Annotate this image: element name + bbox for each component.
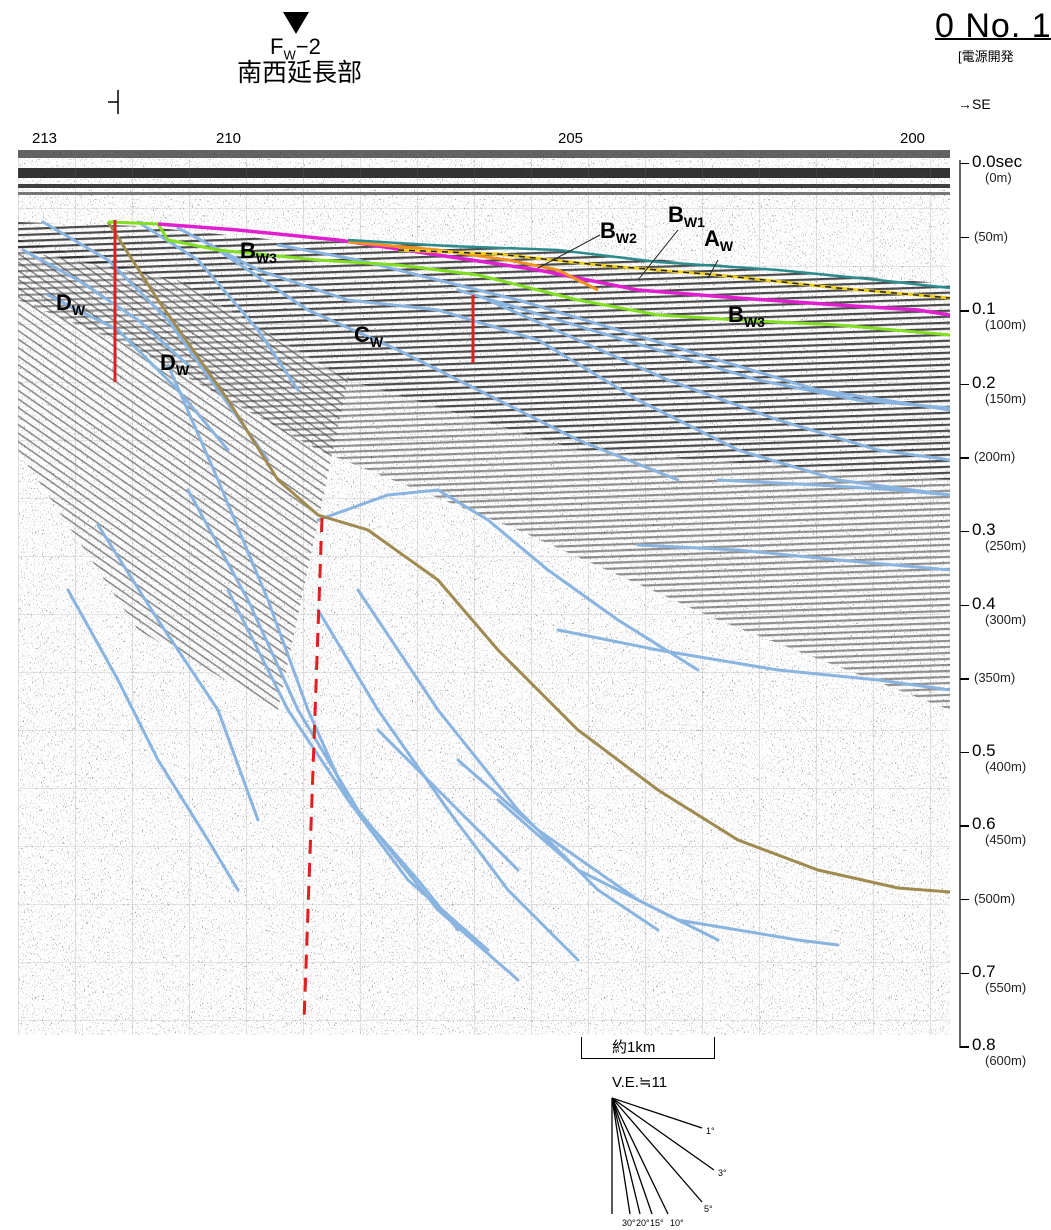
axis-depth-label: (400m) — [985, 758, 1027, 774]
section-grid — [18, 150, 950, 1035]
shot-point-label: 205 — [558, 130, 584, 147]
axis-tick — [960, 310, 969, 312]
axis-depth-label: (0m) — [985, 170, 1012, 185]
aw-top-horizon — [347, 238, 950, 290]
unit-label-cw: CW — [354, 322, 384, 350]
axis-tick — [960, 383, 969, 386]
bw2-horizon — [347, 240, 599, 292]
axis-tick — [960, 825, 969, 827]
axis-tick — [960, 678, 969, 680]
shot-point-label: 210 — [216, 130, 242, 147]
line-end-marker — [108, 90, 119, 114]
label-leaders — [537, 229, 719, 281]
axis-sec-label: 0.8 — [972, 1035, 996, 1055]
unit-label-bw3: BW3 — [240, 238, 277, 266]
profile-number: 0 No. 1 — [935, 7, 1051, 45]
unit-labels: AW BW1 BW2 BW3 BW3 CW DW DW — [56, 202, 765, 378]
axis-depth-label: (100m) — [985, 317, 1027, 333]
unit-label-bw3: BW3 — [728, 302, 765, 330]
dip-label: 30° — [622, 1218, 636, 1228]
place-label: 南西延長部 — [237, 59, 363, 87]
unit-label-dw: DW — [56, 290, 86, 318]
axis-sec-label: 0.4 — [972, 593, 996, 613]
dip-label: 5° — [704, 1204, 713, 1214]
axis-sec-label: 0.3 — [972, 520, 996, 539]
dip-label: 15° — [650, 1218, 664, 1228]
axis-tick — [960, 163, 969, 165]
axis-depth-label: (550m) — [985, 979, 1027, 995]
axis-tick — [960, 531, 969, 533]
fault-line-dashed — [302, 517, 324, 1023]
vertical-exaggeration-label: V.E.≒11 — [612, 1074, 668, 1091]
axis-tick — [960, 972, 969, 974]
fault-name: FW−2 — [270, 34, 321, 63]
bw1-horizon — [157, 222, 950, 317]
axis-depth-label: (250m) — [985, 538, 1027, 553]
axis-sec-label: 0.1 — [972, 299, 996, 319]
axis-depth-label: (300m) — [985, 611, 1027, 627]
axis-sec-label: 0.5 — [972, 740, 996, 760]
shot-point-label: 213 — [32, 130, 58, 147]
axis-sec-label: 0.6 — [972, 814, 996, 834]
shot-point-label: 200 — [900, 130, 926, 147]
unconformity-line — [106, 221, 950, 894]
axis-sec-label: 0.2 — [972, 372, 996, 392]
axis-depth-label: (450m) — [985, 832, 1027, 848]
unit-label-bw1: BW1 — [668, 202, 705, 230]
axis-tick — [960, 604, 969, 606]
direction-label: →SE — [958, 96, 991, 112]
axis-tick — [960, 457, 969, 459]
axis-depth-label: (600m) — [985, 1053, 1027, 1069]
seismic-section: AW BW1 BW2 BW3 BW3 CW DW DW — [18, 150, 950, 1035]
dip-label: 10° — [670, 1218, 684, 1228]
unit-label-aw: AW — [704, 226, 734, 254]
axis-tick — [960, 751, 969, 754]
axis-tick — [960, 236, 969, 238]
dip-angle-fan: 1° 3° 5° 10° 15° 20° 30° — [611, 1097, 727, 1228]
axis-tick — [960, 1046, 969, 1048]
dip-label: 3° — [718, 1168, 727, 1178]
bw3-horizon — [107, 220, 950, 337]
fault-marker-triangle — [283, 12, 309, 34]
axis-sec-label: 0.0sec — [972, 152, 1023, 171]
scale-bar — [581, 1037, 715, 1059]
unit-label-bw2: BW2 — [600, 218, 637, 246]
axis-depth-label: (350m) — [974, 670, 1016, 686]
scale-length-label: 約1km — [609, 1036, 659, 1057]
axis-tick — [960, 899, 969, 901]
axis-depth-label: (200m) — [974, 449, 1016, 465]
horizon-lines — [21, 220, 950, 982]
dip-label: 1° — [706, 1126, 715, 1136]
axis-sec-label: 0.7 — [972, 961, 996, 981]
axis-depth-label: (150m) — [985, 390, 1027, 406]
axis-depth-label: (50m) — [974, 228, 1008, 244]
axis-depth-label: (500m) — [974, 891, 1016, 906]
dip-label: 20° — [636, 1218, 650, 1228]
aw-base-horizon — [397, 248, 950, 300]
organization-label: [電源開発 — [958, 49, 1014, 64]
unit-label-dw: DW — [160, 350, 190, 378]
